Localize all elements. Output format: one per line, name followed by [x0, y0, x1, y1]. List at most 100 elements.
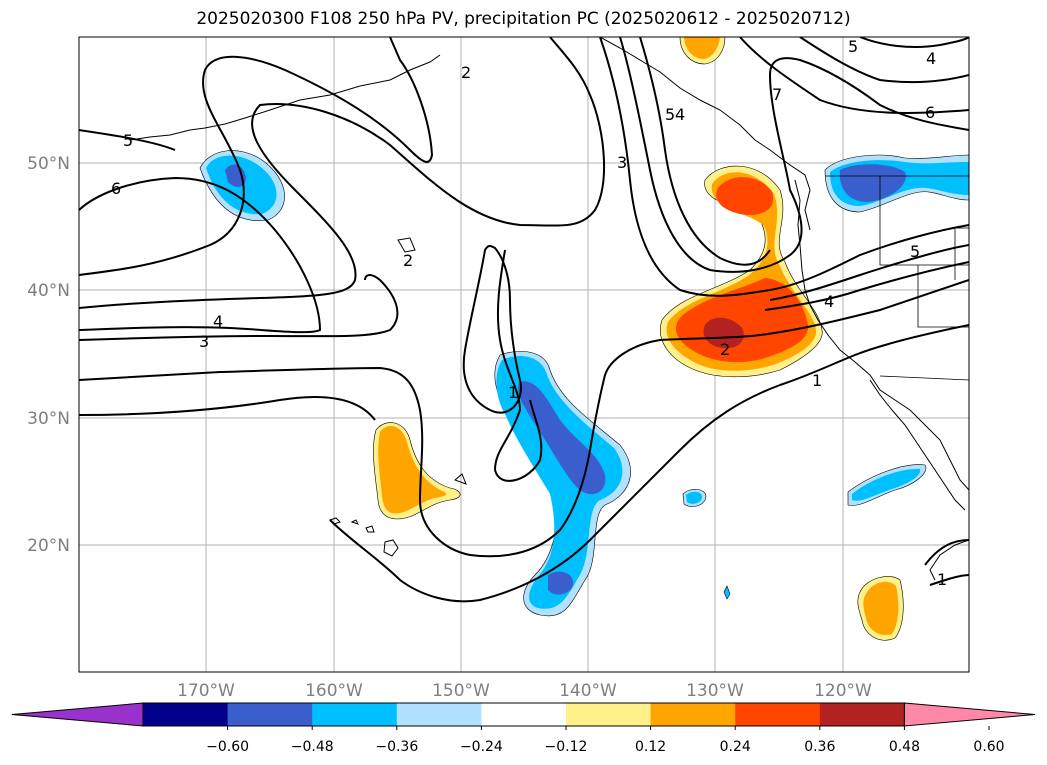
colorbar: −0.60 −0.48 −0.36 −0.24 −0.12 0.12 0.24 0.36 0.4…: [11, 702, 1036, 755]
precip-negative-region: [852, 468, 921, 501]
colorbar-extend-high: [903, 702, 1036, 727]
colorbar-tick-label: −0.48: [291, 739, 334, 755]
pv-contour: [79, 395, 376, 421]
map-panel: 5 6 2 3 4 3 2 1 4 5 6 7 5 4 5 4 2 1 1: [79, 37, 969, 672]
colorbar-segment: [735, 703, 821, 726]
colorbar-segment: [566, 703, 652, 726]
precip-negative-region: [723, 585, 731, 600]
pv-contour: [79, 37, 434, 276]
colorbar-segment: [396, 703, 482, 726]
colorbar-segment: [312, 703, 398, 726]
contour-label: 5: [910, 242, 920, 261]
colorbar-tick-label: 0.24: [720, 739, 751, 755]
contour-label: 3: [617, 153, 627, 172]
pv-contour: [493, 249, 543, 482]
colorbar-tick-label: 0.48: [889, 739, 920, 755]
pv-contour: [79, 176, 322, 334]
map-frame: [78, 36, 970, 673]
colorbar-tick-label: 0.60: [973, 739, 1004, 755]
contour-label: 2: [720, 340, 730, 359]
contour-label: 4: [926, 49, 936, 68]
lon-label: 140°W: [559, 681, 617, 701]
precip-positive-region: [863, 581, 899, 636]
pv-contour: [799, 37, 969, 84]
pv-contour: [639, 37, 771, 266]
mexico-coastline: [929, 539, 969, 581]
colorbar-extend-low: [11, 702, 144, 727]
aleutian-coastline: [129, 54, 441, 141]
small-islands: [397, 237, 467, 485]
contour-label: 1: [812, 371, 822, 390]
coastlines: [129, 37, 969, 581]
alaska-coastline: [599, 37, 811, 231]
figure-title: 2025020300 F108 250 hPa PV, precipitatio…: [196, 9, 851, 29]
contour-labels: 5 6 2 3 4 3 2 1 4 5 6 7 5 4 5 4 2 1 1: [111, 37, 947, 589]
pv-contour: [764, 261, 969, 311]
lon-label: 150°W: [432, 681, 490, 701]
hawaii-islands: [329, 517, 399, 557]
precip-negative-region: [548, 571, 574, 595]
colorbar-tick-label: 0.12: [635, 739, 666, 755]
contour-label: 5: [123, 131, 133, 150]
contour-label: 6: [111, 179, 121, 198]
contour-label: 2: [461, 63, 471, 82]
pv-contour: [462, 244, 522, 414]
lat-label: 40°N: [27, 281, 70, 301]
political-borders: [825, 175, 969, 381]
colorbar-tick-label: −0.60: [206, 739, 249, 755]
contour-label: 5: [848, 37, 858, 56]
longitude-labels: 170°W 160°W 150°W 140°W 130°W 120°W: [177, 681, 872, 701]
precip-negative-region: [517, 381, 606, 495]
lon-label: 160°W: [305, 681, 363, 701]
colorbar-tick-label: −0.12: [545, 739, 588, 755]
precip-positive-region: [703, 317, 744, 349]
colorbar-tick-label: 0.36: [804, 739, 835, 755]
pv-contour: [79, 279, 969, 558]
baja-coastline: [869, 379, 966, 511]
lon-label: 120°W: [814, 681, 872, 701]
contour-label: 1: [937, 570, 947, 589]
pv-contour: [599, 37, 969, 297]
pv-contour: [619, 37, 969, 273]
west-coast: [794, 179, 969, 491]
contour-label: 1: [508, 383, 518, 402]
contour-label: 3: [199, 332, 209, 351]
colorbar-tick-label: −0.24: [460, 739, 503, 755]
pv-contour: [79, 274, 399, 341]
colorbar-segment: [143, 703, 229, 726]
contour-label: 2: [403, 251, 413, 270]
colorbar-tick-label: −0.36: [375, 739, 418, 755]
pv-contours: [79, 37, 969, 603]
precip-positive-region: [716, 177, 774, 216]
pv-contour: [79, 37, 606, 309]
contour-label: 4: [213, 312, 223, 331]
contour-label: 4: [824, 292, 834, 311]
lat-label: 50°N: [27, 154, 70, 174]
colorbar-segment: [819, 703, 905, 726]
precip-negative-region: [839, 164, 906, 202]
latitude-labels: 50°N 40°N 30°N 20°N: [27, 154, 70, 556]
pv-contour: [329, 324, 969, 603]
colorbar-frame: [142, 702, 905, 727]
contour-label: 5: [665, 105, 675, 124]
lat-label: 30°N: [27, 409, 70, 429]
contour-label: 6: [925, 103, 935, 122]
pv-contour: [929, 574, 969, 586]
pv-contour: [79, 129, 176, 151]
pv-contour: [924, 539, 969, 566]
lat-label: 20°N: [27, 536, 70, 556]
precip-negative-region: [686, 491, 702, 504]
colorbar-segment: [227, 703, 313, 726]
precip-positive-region: [684, 37, 720, 59]
pv-contour: [739, 37, 969, 114]
precip-negative-region: [496, 356, 623, 609]
contour-label: 4: [675, 105, 685, 124]
contour-label: 7: [772, 85, 782, 104]
lon-label: 170°W: [177, 681, 235, 701]
pv-contour: [859, 37, 969, 48]
colorbar-segment: [650, 703, 736, 726]
colorbar-segment: [481, 703, 567, 726]
pv-contour: [769, 244, 969, 301]
lon-label: 130°W: [686, 681, 744, 701]
